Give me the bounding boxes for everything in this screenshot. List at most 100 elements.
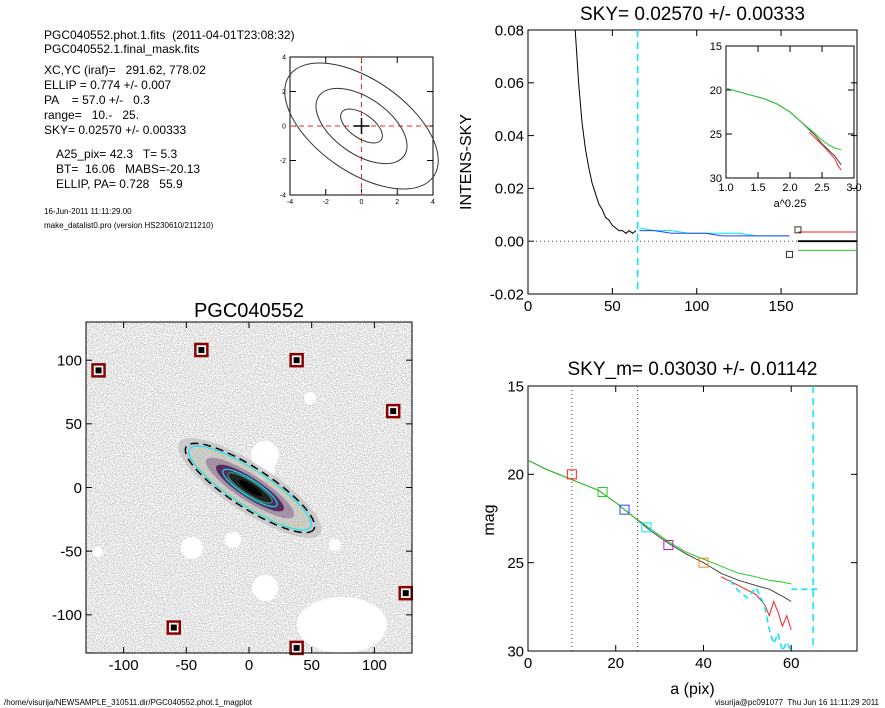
sky_profile-ytick-label: 0.02 xyxy=(495,181,524,198)
galaxy-title: PGC040552 xyxy=(194,300,304,322)
mag_profile-xtick-label: 20 xyxy=(607,655,624,672)
mag_profile-ytick-label: 25 xyxy=(507,555,524,572)
galaxy_image-ytick-label: 0 xyxy=(74,480,82,497)
galaxy_image-xtick-label: -50 xyxy=(175,657,197,674)
sky-profile-ylabel: INTENS-SKY xyxy=(458,114,475,210)
mag-marker xyxy=(663,540,674,550)
mag-marker xyxy=(619,504,630,515)
galaxy-inner-cyan xyxy=(222,468,278,508)
contour-group xyxy=(284,62,439,190)
galaxy_image-xtick-label: 0 xyxy=(245,657,253,674)
inset-series-1 xyxy=(808,131,842,171)
galaxy-yellow-ellipse xyxy=(195,449,305,527)
mag-marker xyxy=(641,522,652,533)
sky_profile-ytick-label: 0.06 xyxy=(495,75,524,92)
mag-profile-xlabel: a (pix) xyxy=(670,681,714,698)
info-sky: SKY= 0.02570 +/- 0.00333 xyxy=(44,123,187,137)
galaxy_image-ytick-label: -100 xyxy=(52,607,82,624)
mask-blob xyxy=(251,441,279,469)
masked-star-core xyxy=(198,347,205,354)
mask-blob xyxy=(93,547,103,557)
masked-star-core xyxy=(293,644,300,651)
galaxy-border xyxy=(85,321,413,654)
mag-marker xyxy=(566,469,577,480)
galaxy-fit-ellipse xyxy=(184,442,316,534)
info-range: range= 10.- 25. xyxy=(44,108,140,122)
info-bt: BT= 16.06 MABS=-20.13 xyxy=(56,162,201,176)
galaxy_image-ytick-label: 50 xyxy=(65,416,82,433)
mag-marker xyxy=(597,487,608,497)
info-filename: PGC040552.phot.1.fits (2011-04-01T23:08:… xyxy=(44,28,295,42)
info-program: make_datalist0.pro (version HS230610/211… xyxy=(44,221,214,230)
galaxy_image-xtick-label: 50 xyxy=(303,657,320,674)
mask-blob-large xyxy=(297,597,387,653)
sky_profile-ytick-label: 0.04 xyxy=(495,128,524,145)
sky_profile-ytick-label: 0.08 xyxy=(495,22,524,39)
sky_profile-xtick-label: 150 xyxy=(769,298,794,315)
contour_plot-xtick-label: 4 xyxy=(431,199,435,206)
footer-path: /home/visurija/NEWSAMPLE_310511.dir/PGC0… xyxy=(4,698,252,707)
mag_profile-xtick-label: 0 xyxy=(524,655,532,672)
contour_plot-xtick-label: -4 xyxy=(287,199,293,206)
galaxy-cyan-ellipse xyxy=(188,445,312,531)
galaxy_image-xtick-label: -100 xyxy=(109,657,139,674)
masked-star-core xyxy=(95,367,102,374)
inset_profile-ytick-label: 15 xyxy=(710,41,722,53)
inset_profile-xtick-label: 1.5 xyxy=(750,182,765,194)
sky-profile-title: SKY= 0.02570 +/- 0.00333 xyxy=(580,4,805,25)
sky_profile-xtick-label: 0 xyxy=(524,298,532,315)
contour_plot-ytick-label: -2 xyxy=(280,158,286,165)
mask-blob xyxy=(181,537,203,559)
sky_profile-ytick-label: -0.02 xyxy=(490,286,524,303)
mask-blob xyxy=(304,392,316,404)
galaxy_image-xtick-label: 100 xyxy=(362,657,387,674)
contour_plot-ytick-label: 0 xyxy=(282,123,286,130)
mag_profile-ytick-label: 15 xyxy=(507,378,524,395)
sky_profile-xtick-label: 50 xyxy=(604,298,621,315)
masked-star-core xyxy=(170,624,177,631)
contour_plot-ytick-label: -4 xyxy=(280,192,286,199)
inset_profile-xtick-label: 3.0 xyxy=(846,182,861,194)
info-maskfile: PGC040552.1.final_mask.fits xyxy=(44,42,200,56)
mag_profile-xtick-label: 40 xyxy=(695,655,712,672)
mag-profile-ylabel: mag xyxy=(481,504,498,535)
inset_profile-xtick-label: 2.5 xyxy=(814,182,829,194)
inset-series-2 xyxy=(725,87,842,151)
sky_profile-ytick-label: 0.00 xyxy=(495,233,524,250)
mask-blob xyxy=(329,539,341,551)
contour-ellipse xyxy=(340,108,383,144)
mag_profile-ytick-label: 20 xyxy=(507,467,524,484)
mag_profile-xtick-label: 60 xyxy=(783,655,800,672)
inset_profile-xtick-label: 1.0 xyxy=(718,182,733,194)
mag-series-3 xyxy=(729,579,792,654)
masked-star-core xyxy=(390,408,397,415)
info-pa: PA = 57.0 +/- 0.3 xyxy=(44,93,150,107)
sky-series-0 xyxy=(574,29,637,234)
contour_plot-xtick-label: 0 xyxy=(360,199,364,206)
galaxy-body xyxy=(178,438,322,538)
footer-user: visurija@pc091077 Thu Jun 16 11:11:29 20… xyxy=(714,698,879,707)
mask-blob xyxy=(252,575,278,601)
masked-star-core xyxy=(293,357,300,364)
sky-marker xyxy=(786,250,794,258)
contour_plot-ytick-label: 4 xyxy=(282,54,286,61)
inset_profile-ytick-label: 30 xyxy=(710,173,722,185)
inset_profile-ytick-label: 25 xyxy=(710,129,722,141)
mag_profile-ytick-label: 30 xyxy=(507,643,524,660)
info-a25: A25_pix= 42.3 T= 5.3 xyxy=(56,147,178,161)
mag-series-0 xyxy=(527,459,792,602)
galaxy_image-ytick-label: -50 xyxy=(60,543,82,560)
info-ellip-pa: ELLIP, PA= 0.728 55.9 xyxy=(56,177,183,191)
contour-ellipse xyxy=(315,87,408,165)
masked-star-core xyxy=(402,590,409,597)
inset_profile-xtick-label: 2.0 xyxy=(782,182,797,194)
sky_profile-frame xyxy=(527,29,858,295)
mag-marker xyxy=(698,557,709,568)
contour_plot-xtick-label: -2 xyxy=(323,199,329,206)
mag-series-2 xyxy=(720,576,792,630)
info-center: XC,YC (iraf)= 291.62, 778.02 xyxy=(44,63,206,77)
mag-series-1 xyxy=(527,459,792,585)
galaxy_image-ytick-label: 100 xyxy=(57,352,82,369)
sky-marker xyxy=(794,226,802,234)
